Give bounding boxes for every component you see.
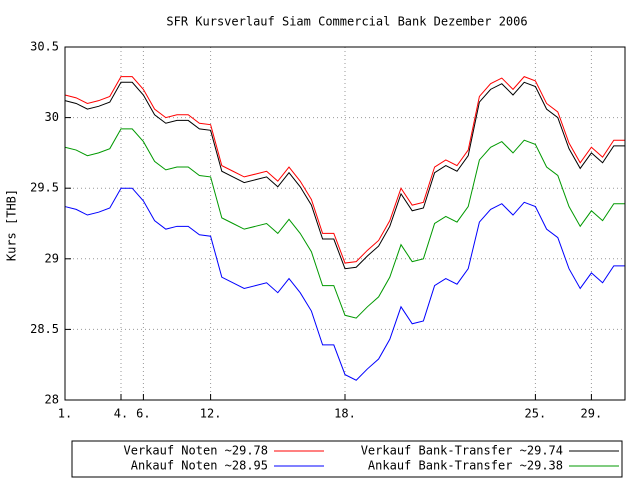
x-tick-label: 29. — [581, 407, 603, 421]
x-tick-label: 4. — [114, 407, 128, 421]
y-tick-label: 28.5 — [30, 322, 59, 336]
x-tick-label: 1. — [58, 407, 72, 421]
y-tick-label: 29.5 — [30, 181, 59, 195]
y-axis-label: Kurs [THB] — [5, 189, 19, 261]
legend-box — [71, 440, 623, 478]
y-tick-label: 29 — [45, 251, 59, 265]
series-line — [64, 81, 625, 270]
y-tick-label: 30.5 — [30, 40, 59, 54]
series-line — [64, 187, 625, 381]
x-tick-label: 18. — [334, 407, 356, 421]
y-tick-label: 28 — [45, 393, 59, 407]
legend-label: Ankauf Bank-Transfer ~29.38 — [368, 459, 563, 473]
legend-label: Ankauf Noten ~28.95 — [131, 459, 268, 473]
y-tick-label: 30 — [45, 110, 59, 124]
series-line — [64, 128, 625, 319]
legend-label: Verkauf Noten ~29.78 — [124, 444, 269, 458]
plot-border — [64, 46, 626, 401]
legend-label: Verkauf Bank-Transfer ~29.74 — [361, 444, 563, 458]
x-tick-label: 25. — [525, 407, 547, 421]
chart-title: SFR Kursverlauf Siam Commercial Bank Dez… — [166, 15, 527, 29]
series-line — [64, 76, 625, 264]
x-tick-label: 12. — [200, 407, 222, 421]
x-tick-label: 6. — [136, 407, 150, 421]
